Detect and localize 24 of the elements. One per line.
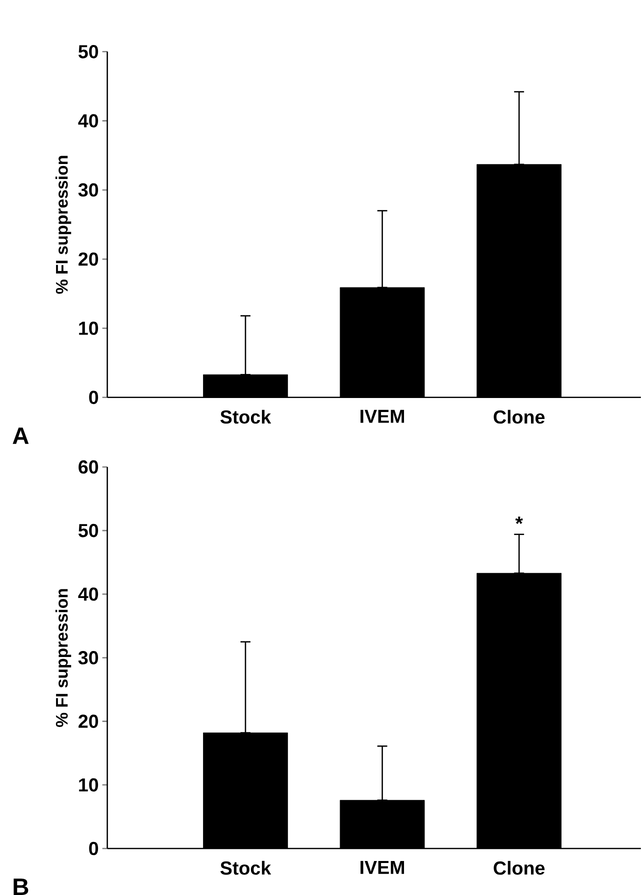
x-tick-label: Clone: [494, 410, 544, 424]
y-tick-label: 0: [88, 842, 98, 856]
text: B: [13, 878, 28, 895]
y-tick-label: 30: [78, 183, 98, 197]
y-tick-label: 30: [78, 651, 98, 664]
y-tick-label: 50: [78, 524, 98, 538]
text: A: [12, 428, 28, 444]
y-tick-label: 50: [78, 45, 98, 58]
y-axis-title: % FI suppression: [55, 589, 71, 727]
x-tick-label: Stock: [220, 410, 271, 424]
annotation: *: [515, 516, 523, 524]
y-tick-label: 40: [78, 587, 98, 601]
x-tick-label: Stock: [220, 860, 271, 875]
y-tick-label: 20: [78, 252, 98, 266]
y-axis-title: % FI suppression: [55, 156, 71, 294]
y-tick-label: 20: [78, 714, 98, 728]
x-tick-label: IVEM: [360, 860, 404, 874]
x-tick-label: Clone: [494, 860, 544, 875]
y-tick-label: 40: [78, 114, 98, 128]
y-tick-label: 10: [78, 322, 98, 335]
y-tick-label: 10: [78, 778, 98, 792]
y-tick-label: 0: [88, 390, 98, 404]
y-tick-label: 60: [78, 460, 98, 474]
x-tick-label: IVEM: [360, 410, 404, 423]
